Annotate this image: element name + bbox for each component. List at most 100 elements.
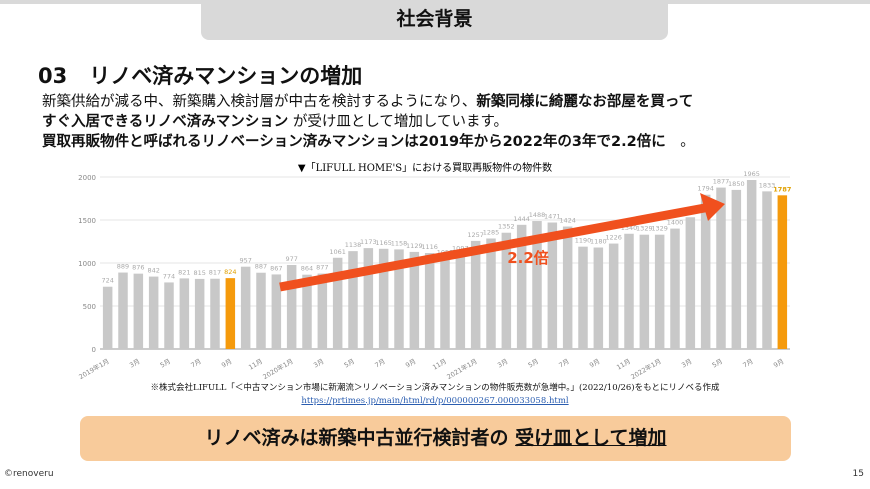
bar xyxy=(363,248,374,349)
y-tick-label: 1000 xyxy=(78,260,96,268)
data-label: 1352 xyxy=(498,223,515,231)
data-label: 1226 xyxy=(605,234,622,242)
x-tick-label: 3月 xyxy=(312,357,325,369)
section-title: リノベ済みマンションの増加 xyxy=(89,64,363,88)
bar xyxy=(133,273,144,349)
x-tick-label: 5月 xyxy=(711,357,724,369)
data-label: 1165 xyxy=(375,239,392,247)
x-tick-label: 2021年1月 xyxy=(445,356,479,381)
bar xyxy=(746,180,757,349)
bar xyxy=(424,253,435,349)
bar xyxy=(762,191,772,349)
data-label: 815 xyxy=(193,269,205,277)
x-tick-label: 7月 xyxy=(373,357,386,369)
chart-title: ▼「LIFULL HOME'S」における買取再販物件の物件数 xyxy=(298,161,552,174)
data-label: 877 xyxy=(316,264,328,272)
x-tick-label: 9月 xyxy=(588,357,601,369)
data-label: 842 xyxy=(147,267,159,275)
x-tick-label: 11月 xyxy=(431,357,448,371)
banner-underlined: 受け皿として増加 xyxy=(515,427,667,449)
section-heading: 03 リノベ済みマンションの増加 xyxy=(38,60,362,90)
data-label: 774 xyxy=(163,272,175,280)
data-label: 1180 xyxy=(590,238,607,246)
data-label: 889 xyxy=(117,263,129,271)
bar xyxy=(164,282,174,349)
data-label: 1285 xyxy=(483,228,500,236)
data-label: 876 xyxy=(132,264,144,272)
bar xyxy=(240,266,251,349)
y-tick-label: 0 xyxy=(92,346,96,354)
bar-chart: ▼「LIFULL HOME'S」における買取再販物件の物件数 0 500 1000 1… xyxy=(77,161,791,381)
bar xyxy=(179,278,190,349)
x-tick-label: 2020年1月 xyxy=(261,356,295,381)
trend-arrow-head xyxy=(700,193,725,221)
data-label: 1173 xyxy=(360,238,377,246)
bar xyxy=(578,246,588,349)
bar xyxy=(378,248,389,349)
banner-text: リノベ済みは新築中古並行検討者の xyxy=(204,427,516,449)
bar xyxy=(148,276,159,349)
data-label: 1158 xyxy=(391,239,408,247)
x-tick-label: 9月 xyxy=(404,357,417,369)
bar xyxy=(332,257,343,349)
data-label: 1097 xyxy=(452,245,469,253)
bar xyxy=(440,258,450,349)
data-label: 824 xyxy=(224,268,236,276)
bar xyxy=(271,274,282,349)
bar xyxy=(302,274,312,349)
bar xyxy=(716,187,726,349)
bar xyxy=(670,228,680,349)
source-link[interactable]: https://prtimes.jp/main/html/rd/p/000000… xyxy=(301,396,569,406)
bar xyxy=(624,233,634,349)
data-label: 1833 xyxy=(759,181,776,189)
summary-banner: リノベ済みは新築中古並行検討者の 受け皿として増加 xyxy=(80,416,791,461)
x-tick-label: 5月 xyxy=(343,357,356,369)
section-number: 03 xyxy=(38,64,68,88)
y-tick-label: 2000 xyxy=(78,174,96,182)
data-label: 957 xyxy=(239,257,251,265)
x-tick-label: 2022年1月 xyxy=(629,356,663,381)
x-tick-label: 7月 xyxy=(189,357,202,369)
body-line2-bold: すぐ入居できるリノベ済みマンション xyxy=(42,114,289,130)
body-text: 新築供給が減る中、新築購入検討層が中古を検討するようになり、新築同様に綺麗なお部… xyxy=(42,92,695,152)
data-label: 864 xyxy=(301,265,313,273)
data-label: 1965 xyxy=(743,170,760,178)
bar xyxy=(194,278,205,349)
data-label: 1116 xyxy=(421,243,438,251)
body-line3-bold: 買取再販物件と呼ばれるリノベーション済みマンションは2019年から2022年の3… xyxy=(42,134,666,150)
source-note: ※株式会社LIFULL「＜中古マンション市場に新潮流＞リノベーション済みマンショ… xyxy=(0,382,870,408)
bar xyxy=(532,221,542,349)
bar xyxy=(317,273,328,349)
data-label: 887 xyxy=(255,263,267,271)
x-tick-label: 5月 xyxy=(159,357,172,369)
y-tick-label: 1500 xyxy=(78,217,96,225)
data-label: 1471 xyxy=(544,212,561,220)
data-label: 1138 xyxy=(345,241,362,249)
x-tick-label: 3月 xyxy=(496,357,509,369)
data-label: 1329 xyxy=(636,225,653,233)
y-tick-label: 500 xyxy=(83,303,96,311)
data-label: 1340 xyxy=(621,224,638,232)
data-label: 821 xyxy=(178,268,190,276)
bar xyxy=(731,189,742,349)
bar xyxy=(654,234,665,349)
bar xyxy=(608,243,619,349)
data-label: 1400 xyxy=(667,219,684,227)
bar xyxy=(225,278,236,349)
trend-arrow-line xyxy=(279,202,711,292)
bar xyxy=(210,278,220,349)
bar xyxy=(501,232,512,349)
data-label: 1488 xyxy=(529,211,546,219)
header-title: 社会背景 xyxy=(201,0,668,40)
data-label: 1444 xyxy=(513,215,530,223)
body-line2-normal: が受け皿として増加しています。 xyxy=(288,114,509,130)
x-tick-label: 7月 xyxy=(741,357,754,369)
data-label: 867 xyxy=(270,264,282,272)
data-label: 1329 xyxy=(651,225,668,233)
body-line1-bold: 新築同様に綺麗なお部屋を買って xyxy=(476,94,694,110)
bar xyxy=(256,272,266,349)
data-label: 1787 xyxy=(773,185,791,193)
data-label: 1190 xyxy=(575,237,592,245)
bar xyxy=(455,254,466,349)
x-tick-label: 5月 xyxy=(527,357,540,369)
